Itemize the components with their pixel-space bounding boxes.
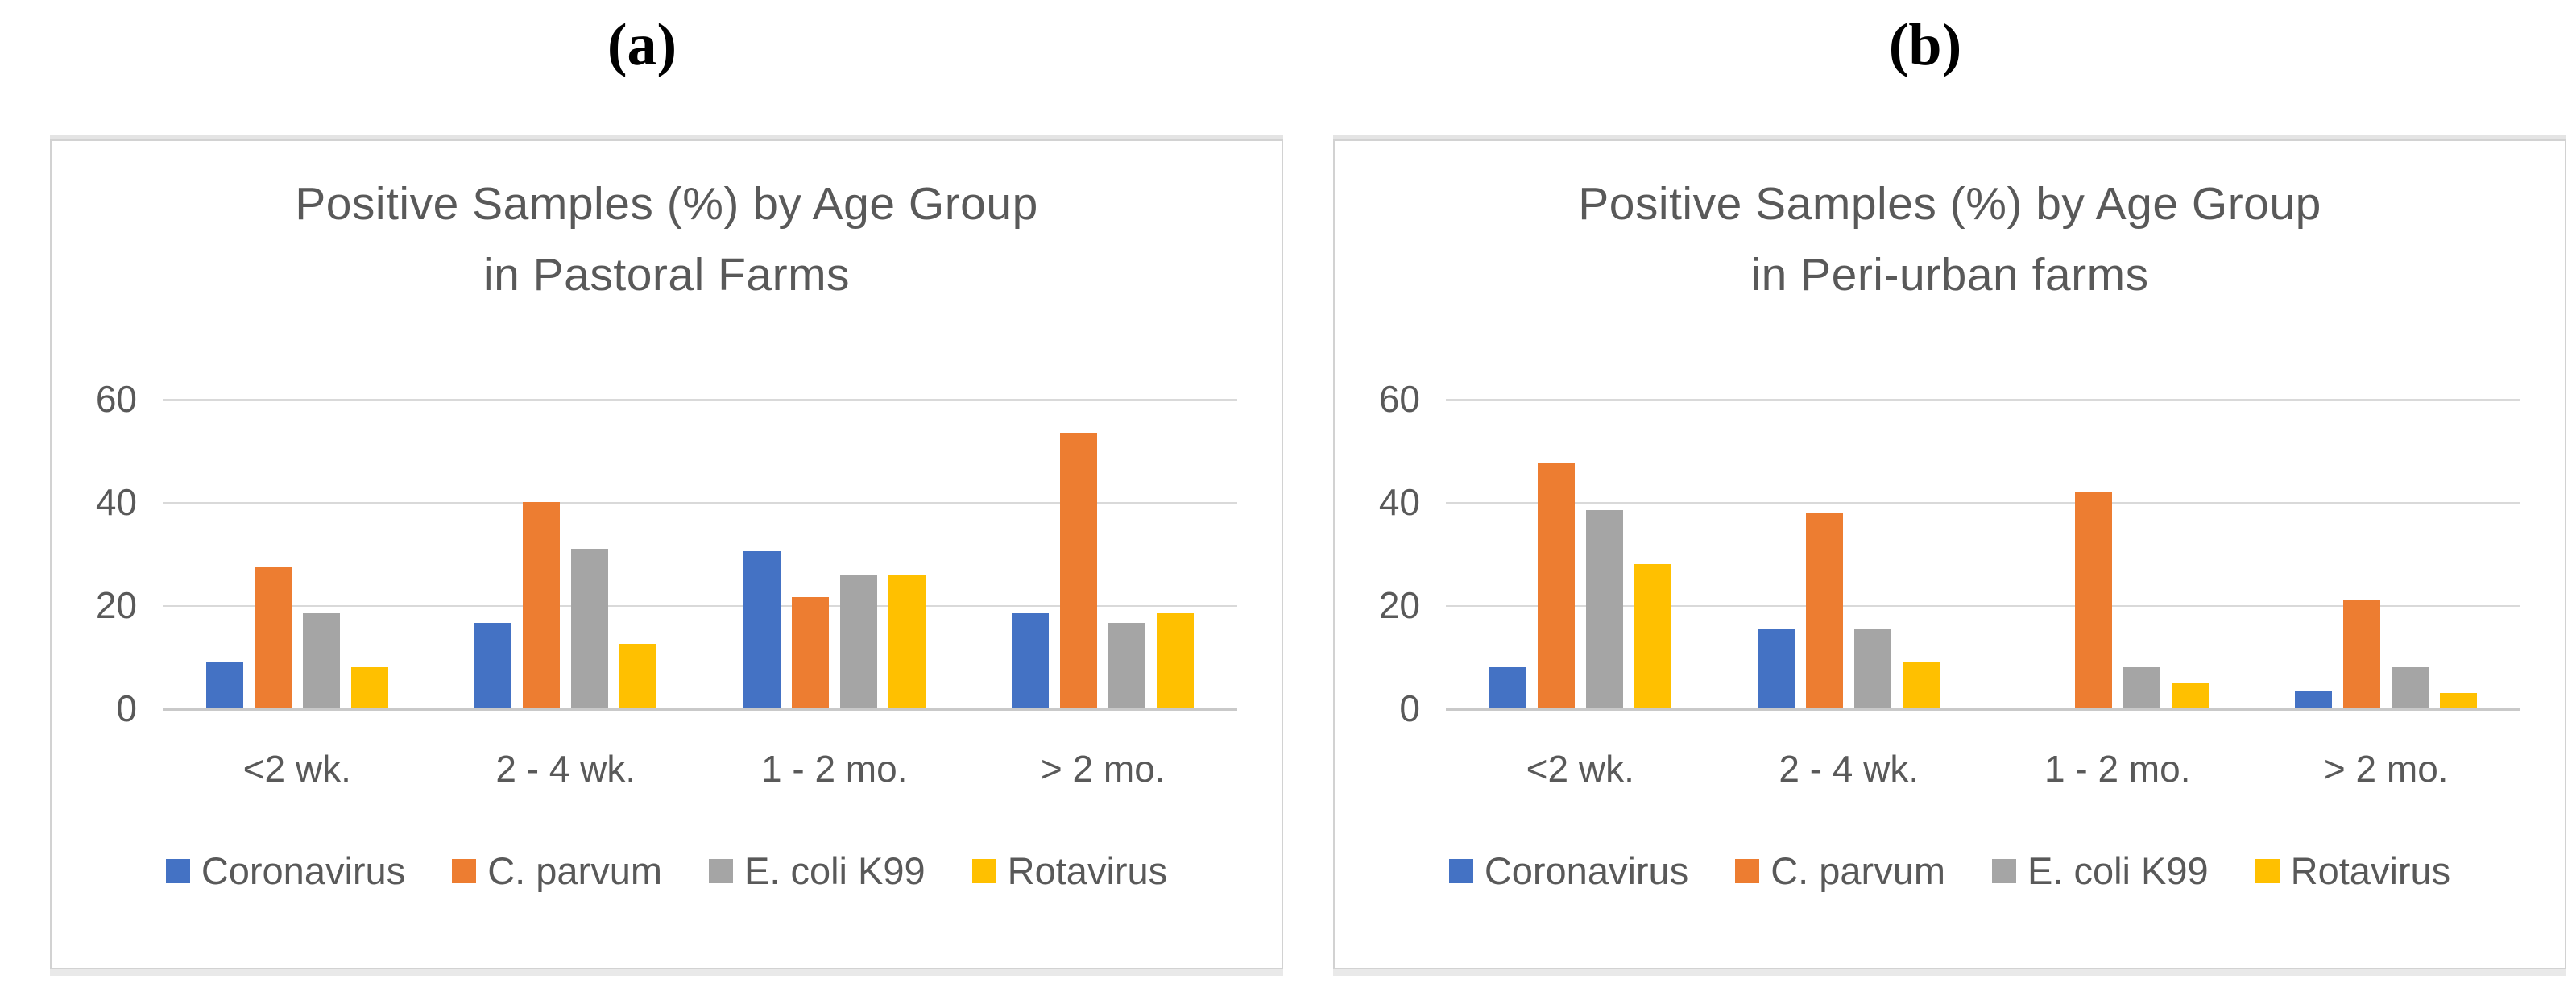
- legend-periurban: Coronavirus C. parvum E. coli K99 Rotavirus: [1335, 849, 2565, 893]
- legend-item-e-coli-k99: E. coli K99: [1991, 849, 2209, 893]
- y-axis-tick-label: 60: [95, 378, 137, 420]
- bar-coronavirus: [1758, 628, 1795, 708]
- chart-title-periurban: Positive Samples (%) by Age Group in Per…: [1578, 178, 2321, 301]
- chart-panel-pastoral: Positive Samples (%) by Age Group in Pas…: [50, 139, 1283, 969]
- legend-label: Rotavirus: [1007, 849, 1168, 892]
- legend-label: C. parvum: [487, 849, 662, 892]
- bar-c-parvum: [1537, 463, 1575, 708]
- legend-label: E. coli K99: [2027, 849, 2209, 892]
- legend-pastoral: Coronavirus C. parvum E. coli K99 Rotavirus: [52, 849, 1282, 893]
- legend-swatch-icon: [971, 858, 996, 883]
- x-axis-category-label: <2 wk.: [242, 748, 351, 790]
- bar-c-parvum: [254, 567, 292, 708]
- bar-coronavirus: [474, 623, 512, 708]
- gridline-y0: [1446, 708, 2520, 711]
- bar-rotavirus: [2171, 683, 2209, 708]
- legend-item-c-parvum: C. parvum: [1735, 849, 1945, 893]
- bar-c-parvum: [1060, 432, 1098, 708]
- gridline-y40: [163, 502, 1237, 504]
- bar-e-coli-k99: [839, 574, 877, 708]
- bar-c-parvum: [2343, 600, 2381, 708]
- bar-e-coli-k99: [1585, 509, 1623, 708]
- legend-item-c-parvum: C. parvum: [452, 849, 662, 893]
- x-axis-category-label: 2 - 4 wk.: [1779, 748, 1920, 790]
- plot-area-pastoral: 0 20 40 60 <2 wk. 2 - 4 wk. 1 - 2 mo. > 2 mo.: [96, 378, 1237, 790]
- bar-coronavirus: [1489, 666, 1526, 708]
- bar-e-coli-k99: [571, 548, 609, 708]
- x-axis-category-label: > 2 mo.: [1040, 748, 1166, 790]
- bar-coronavirus: [205, 662, 243, 708]
- chart-panel-periurban: Positive Samples (%) by Age Group in Per…: [1333, 139, 2566, 969]
- legend-swatch-icon: [2255, 858, 2280, 883]
- bar-rotavirus: [1157, 612, 1195, 708]
- y-axis-tick-label: 20: [95, 584, 137, 626]
- chart-title-pastoral: Positive Samples (%) by Age Group in Pas…: [295, 178, 1038, 301]
- gridline-y0: [163, 708, 1237, 711]
- y-axis-tick-label: 20: [1378, 584, 1420, 626]
- legend-swatch-icon: [1991, 858, 2016, 883]
- y-axis-tick-label: 40: [95, 481, 137, 523]
- legend-label: Rotavirus: [2290, 849, 2451, 892]
- bar-c-parvum: [523, 502, 561, 708]
- legend-swatch-icon: [1448, 858, 1473, 883]
- x-axis-category-label: 1 - 2 mo.: [760, 748, 908, 790]
- legend-label: Coronavirus: [201, 849, 406, 892]
- legend-swatch-icon: [1735, 858, 1760, 883]
- bar-coronavirus: [2295, 690, 2333, 708]
- legend-label: C. parvum: [1770, 849, 1945, 892]
- legend-item-rotavirus: Rotavirus: [2255, 849, 2451, 893]
- x-axis-category-label: > 2 mo.: [2323, 748, 2449, 790]
- bar-coronavirus: [1012, 612, 1050, 708]
- plot-area-periurban: 0 20 40 60 <2 wk. 2 - 4 wk. 1 - 2 mo. > 2 mo.: [1379, 378, 2520, 790]
- y-axis-tick-label: 60: [1378, 378, 1420, 420]
- legend-label: Coronavirus: [1484, 849, 1689, 892]
- bar-rotavirus: [350, 666, 388, 708]
- bar-rotavirus: [888, 574, 926, 708]
- bar-e-coli-k99: [302, 612, 340, 708]
- legend-swatch-icon: [708, 858, 733, 883]
- bar-rotavirus: [1903, 662, 1940, 708]
- gridline-y60: [163, 399, 1237, 401]
- figure-label-b: (b): [1888, 12, 1962, 78]
- bar-e-coli-k99: [1108, 623, 1146, 708]
- figure-label-a: (a): [607, 12, 677, 78]
- legend-label: E. coli K99: [743, 849, 926, 892]
- bar-c-parvum: [791, 597, 829, 708]
- bar-c-parvum: [2074, 492, 2112, 708]
- y-axis-tick-label: 40: [1378, 481, 1420, 523]
- gridline-y40: [1446, 502, 2520, 504]
- y-axis-tick-label: 0: [1399, 687, 1420, 729]
- legend-swatch-icon: [452, 858, 477, 883]
- x-axis-category-label: 2 - 4 wk.: [495, 748, 636, 790]
- legend-swatch-icon: [165, 858, 190, 883]
- legend-item-coronavirus: Coronavirus: [165, 849, 406, 893]
- legend-item-rotavirus: Rotavirus: [971, 849, 1168, 893]
- bar-rotavirus: [2440, 692, 2478, 708]
- bar-rotavirus: [619, 644, 657, 708]
- gridline-y60: [1446, 399, 2520, 401]
- gridline-y20: [163, 605, 1237, 607]
- gridline-y20: [1446, 605, 2520, 607]
- bar-e-coli-k99: [2123, 666, 2160, 708]
- bar-e-coli-k99: [2392, 666, 2429, 708]
- bar-rotavirus: [1634, 563, 1671, 708]
- x-axis-category-label: 1 - 2 mo.: [2044, 748, 2191, 790]
- bar-coronavirus: [743, 550, 781, 708]
- bar-c-parvum: [1806, 512, 1844, 708]
- y-axis-tick-label: 0: [116, 687, 137, 729]
- bar-e-coli-k99: [1854, 628, 1892, 708]
- legend-item-coronavirus: Coronavirus: [1448, 849, 1689, 893]
- x-axis-category-label: <2 wk.: [1526, 748, 1634, 790]
- legend-item-e-coli-k99: E. coli K99: [708, 849, 926, 893]
